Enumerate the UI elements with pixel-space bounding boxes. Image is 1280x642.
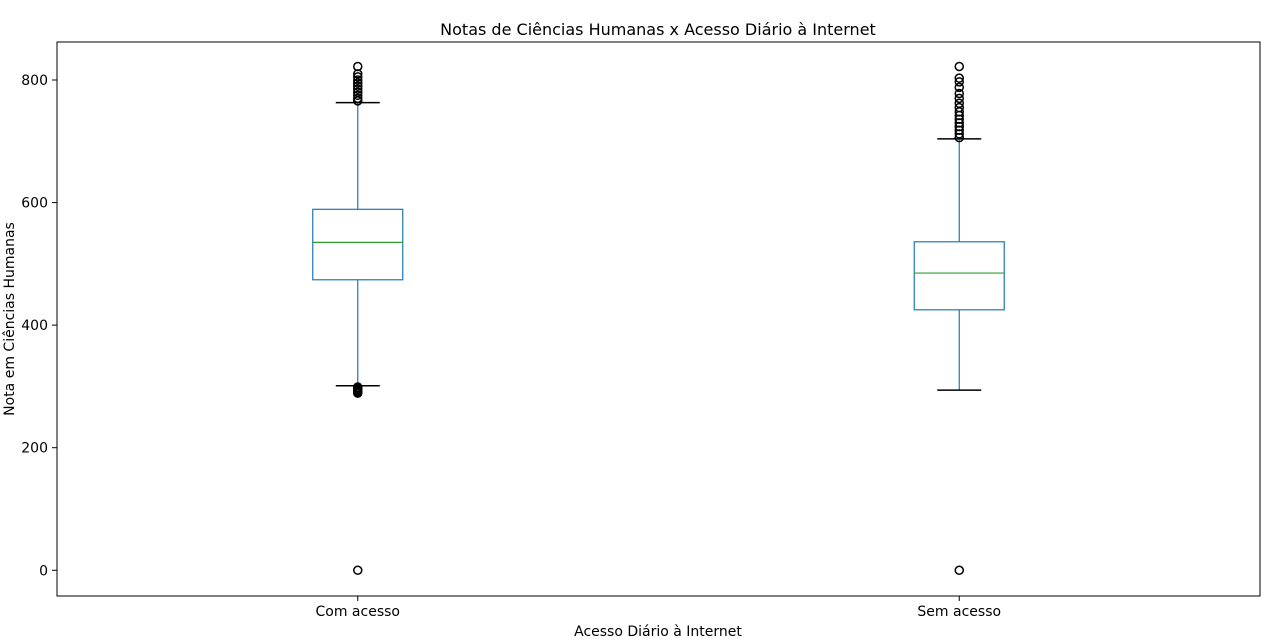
outlier-0-11 [353,84,363,94]
y-tick-label-1: 200 [21,441,48,457]
outlier-1-0 [954,565,964,576]
y-axis-label: Nota em Ciências Humanas [2,222,18,416]
outlier-1-10 [954,98,964,109]
outlier-1-12 [954,88,964,99]
plot-area: 0 200 400 600 800 Com acesso Sem acesso [21,61,1005,620]
y-tick-label-3: 600 [21,196,48,212]
y-tick-label-2: 400 [21,318,48,334]
x-tick-label-1: Sem acesso [917,604,1001,620]
outlier-0-10 [353,87,363,98]
box-0 [312,208,404,281]
outlier-0-8 [353,93,363,104]
x-tick-label-0: Com acesso [316,604,400,620]
outlier-0-15 [353,72,363,82]
outlier-1-15 [954,73,964,83]
outlier-0-0 [353,565,363,576]
y-tick-label-0: 0 [39,563,48,579]
outlier-1-16 [954,61,964,72]
box-1 [913,241,1005,311]
outlier-0-6 [353,382,363,392]
outlier-0-13 [353,78,363,88]
outlier-1-13 [954,82,964,93]
outlier-1-9 [954,102,964,113]
outlier-1-11 [954,93,964,104]
plot-frame [56,41,1261,597]
outlier-0-9 [353,90,363,101]
outlier-0-14 [353,75,363,85]
outlier-1-14 [954,77,964,87]
chart-title: Notas de Ciências Humanas x Acesso Diári… [440,20,876,39]
outlier-0-12 [353,81,363,91]
y-tick-label-4: 800 [21,73,48,89]
outlier-0-17 [353,61,363,72]
x-axis-label: Acesso Diário à Internet [574,624,742,638]
